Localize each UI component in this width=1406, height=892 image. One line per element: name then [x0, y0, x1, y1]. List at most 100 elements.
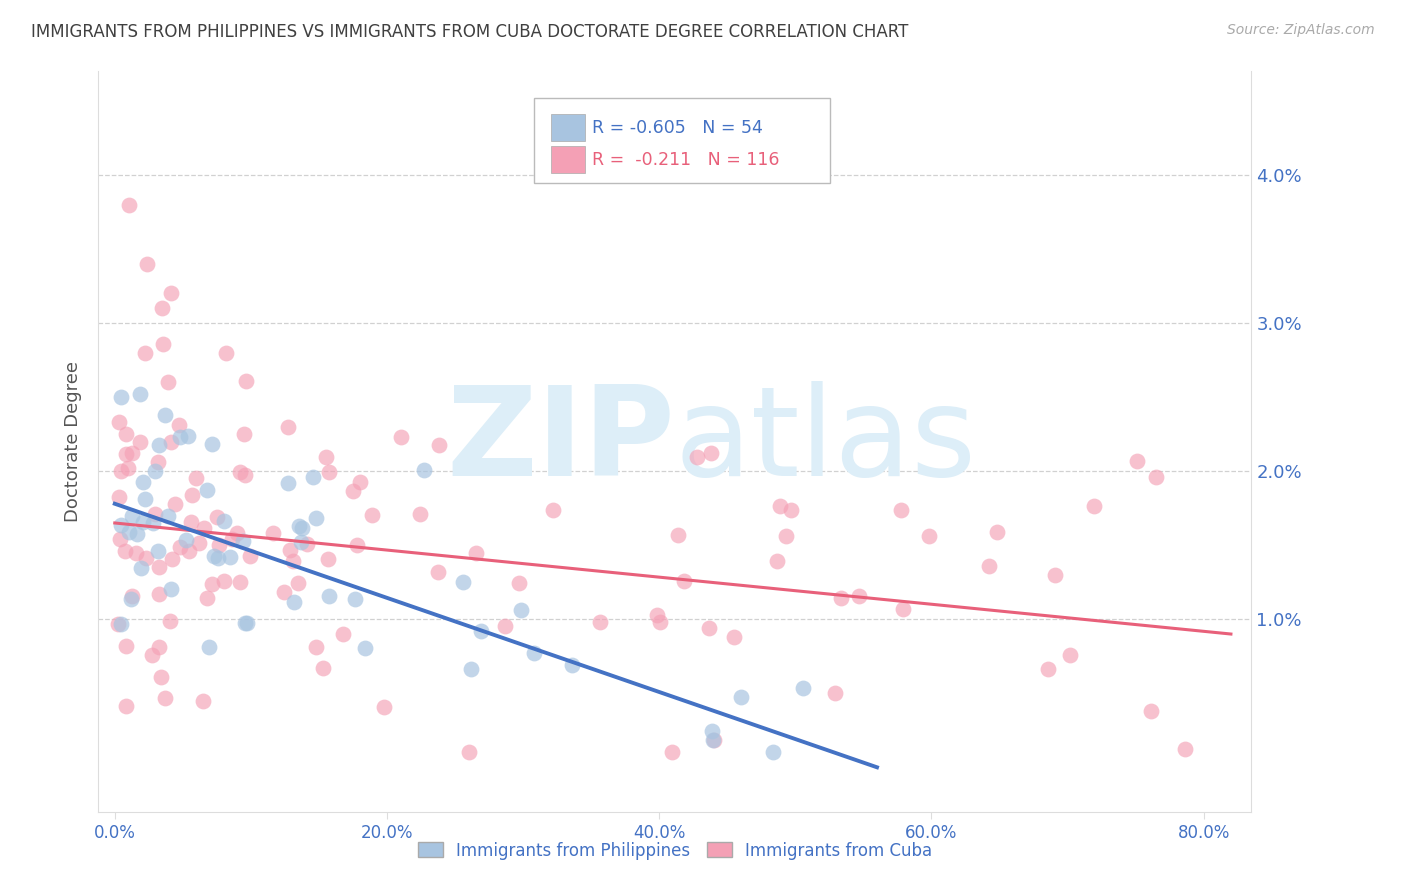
Point — [318, 465, 340, 479]
Point — [195, 591, 218, 605]
Point — [769, 499, 792, 513]
Point — [281, 554, 304, 568]
Point — [918, 529, 941, 543]
Point — [141, 648, 163, 662]
Point — [986, 524, 1008, 539]
Point — [118, 197, 141, 211]
Point — [848, 589, 870, 603]
Point — [373, 699, 395, 714]
Point — [561, 658, 583, 673]
Point — [645, 607, 668, 622]
Point — [891, 602, 914, 616]
Point — [290, 520, 312, 534]
Point — [135, 551, 157, 566]
Point — [451, 574, 474, 589]
Point — [342, 483, 364, 498]
Point — [697, 621, 720, 635]
Point — [460, 662, 482, 676]
Point — [169, 540, 191, 554]
Point — [702, 733, 724, 747]
Point — [114, 543, 136, 558]
Point — [304, 640, 326, 655]
Point — [153, 409, 176, 423]
Legend: Immigrants from Philippines, Immigrants from Cuba: Immigrants from Philippines, Immigrants … — [411, 835, 939, 866]
Point — [193, 521, 215, 535]
Point — [730, 690, 752, 704]
Point — [121, 508, 143, 523]
Point — [277, 420, 299, 434]
Point — [1083, 500, 1105, 514]
Point — [344, 592, 367, 607]
Point — [221, 532, 243, 546]
Point — [146, 455, 169, 469]
Point — [700, 445, 723, 459]
Point — [510, 603, 533, 617]
Point — [315, 450, 337, 465]
Point — [115, 699, 138, 714]
Point — [723, 630, 745, 644]
Point — [212, 514, 235, 528]
Point — [157, 508, 180, 523]
Point — [134, 491, 156, 506]
Point — [110, 518, 132, 533]
Text: IMMIGRANTS FROM PHILIPPINES VS IMMIGRANTS FROM CUBA DOCTORATE DEGREE CORRELATION: IMMIGRANTS FROM PHILIPPINES VS IMMIGRANT… — [31, 23, 908, 41]
Point — [160, 582, 183, 596]
Text: R = -0.605   N = 54: R = -0.605 N = 54 — [592, 119, 763, 136]
Point — [318, 590, 340, 604]
Point — [686, 450, 709, 465]
Point — [703, 732, 725, 747]
Point — [219, 549, 242, 564]
Point — [108, 532, 131, 546]
Point — [588, 615, 610, 629]
Point — [108, 415, 131, 429]
Point — [160, 552, 183, 566]
Point — [201, 576, 224, 591]
Point — [127, 527, 149, 541]
Point — [117, 525, 139, 540]
Point — [129, 435, 152, 450]
Point — [780, 503, 803, 517]
Point — [239, 549, 262, 563]
Point — [115, 426, 138, 441]
Point — [273, 585, 295, 599]
Point — [148, 640, 170, 654]
Point — [198, 640, 221, 654]
Point — [121, 590, 143, 604]
Point — [156, 376, 179, 390]
Point — [163, 497, 186, 511]
Text: ZIP: ZIP — [446, 381, 675, 502]
Point — [110, 390, 132, 404]
Point — [761, 746, 783, 760]
Point — [129, 386, 152, 401]
Point — [766, 554, 789, 568]
Point — [148, 587, 170, 601]
Point — [153, 690, 176, 705]
Point — [150, 301, 173, 316]
Text: R =  -0.211   N = 116: R = -0.211 N = 116 — [592, 151, 779, 169]
Point — [148, 438, 170, 452]
Point — [700, 724, 723, 739]
Point — [146, 544, 169, 558]
Point — [115, 639, 138, 653]
Point — [143, 464, 166, 478]
Point — [212, 574, 235, 588]
Point — [523, 646, 546, 660]
Point — [177, 543, 200, 558]
Point — [672, 574, 695, 588]
Point — [129, 561, 152, 575]
Point — [890, 503, 912, 517]
Point — [541, 503, 564, 517]
Point — [132, 475, 155, 490]
Point — [120, 591, 142, 606]
Point — [107, 617, 129, 632]
Point — [134, 345, 156, 359]
Point — [361, 508, 384, 522]
Point — [150, 670, 173, 684]
Point — [389, 430, 412, 444]
Point — [108, 490, 131, 504]
Point — [305, 510, 328, 524]
Point — [349, 475, 371, 489]
Point — [215, 345, 238, 359]
Point — [830, 591, 852, 605]
Point — [792, 681, 814, 695]
